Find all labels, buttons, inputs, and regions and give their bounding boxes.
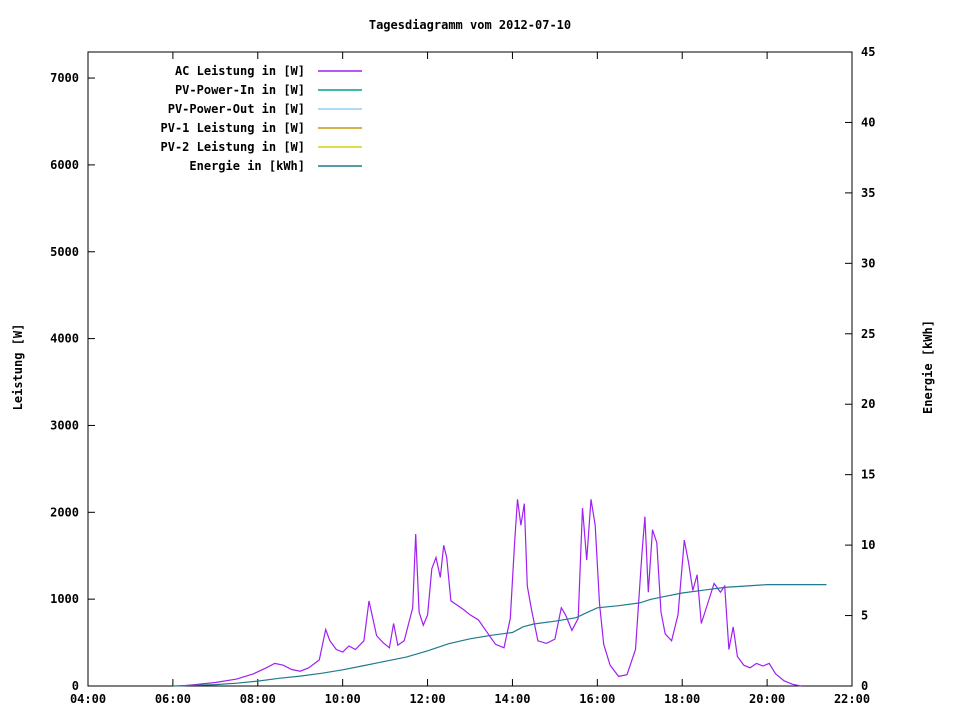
y-axis-label-left: Leistung [W] xyxy=(11,323,25,411)
x-tick-label: 08:00 xyxy=(240,692,276,706)
legend-label: PV-2 Leistung in [W] xyxy=(161,140,306,154)
legend-label: Energie in [kWh] xyxy=(189,159,305,173)
y-left-tick-label: 3000 xyxy=(50,418,79,432)
legend-label: PV-Power-In in [W] xyxy=(175,83,305,97)
y-left-tick-label: 2000 xyxy=(50,505,79,519)
x-tick-label: 12:00 xyxy=(409,692,445,706)
series-line-ac-leistung-in-w xyxy=(180,499,802,687)
y-axis-label-right: Energie [kWh] xyxy=(921,320,935,414)
y-right-tick-label: 0 xyxy=(861,679,868,693)
x-tick-label: 04:00 xyxy=(70,692,106,706)
y-right-tick-label: 10 xyxy=(861,538,875,552)
y-right-tick-label: 20 xyxy=(861,397,875,411)
y-left-tick-label: 7000 xyxy=(50,71,79,85)
y-right-tick-label: 5 xyxy=(861,609,868,623)
legend-label: AC Leistung in [W] xyxy=(175,64,305,78)
y-right-tick-label: 25 xyxy=(861,327,875,341)
y-right-tick-label: 15 xyxy=(861,468,875,482)
x-tick-label: 14:00 xyxy=(494,692,530,706)
series-line-energie-in-kwh xyxy=(172,583,827,687)
y-left-tick-label: 4000 xyxy=(50,332,79,346)
x-tick-label: 06:00 xyxy=(155,692,191,706)
y-left-tick-label: 5000 xyxy=(50,245,79,259)
y-left-tick-label: 1000 xyxy=(50,592,79,606)
chart-title: Tagesdiagramm vom 2012-07-10 xyxy=(368,18,572,32)
y-right-tick-label: 30 xyxy=(861,256,875,270)
legend-label: PV-1 Leistung in [W] xyxy=(161,121,306,135)
x-tick-label: 10:00 xyxy=(325,692,361,706)
y-left-tick-label: 6000 xyxy=(50,158,79,172)
y-right-tick-label: 35 xyxy=(861,186,875,200)
legend-label: PV-Power-Out in [W] xyxy=(168,102,305,116)
x-tick-label: 18:00 xyxy=(664,692,700,706)
x-tick-label: 22:00 xyxy=(834,692,870,706)
y-right-tick-label: 45 xyxy=(861,45,875,59)
y-right-tick-label: 40 xyxy=(861,115,875,129)
y-left-tick-label: 0 xyxy=(72,679,79,693)
x-tick-label: 16:00 xyxy=(579,692,615,706)
plot-border xyxy=(87,51,853,687)
x-tick-label: 20:00 xyxy=(749,692,785,706)
